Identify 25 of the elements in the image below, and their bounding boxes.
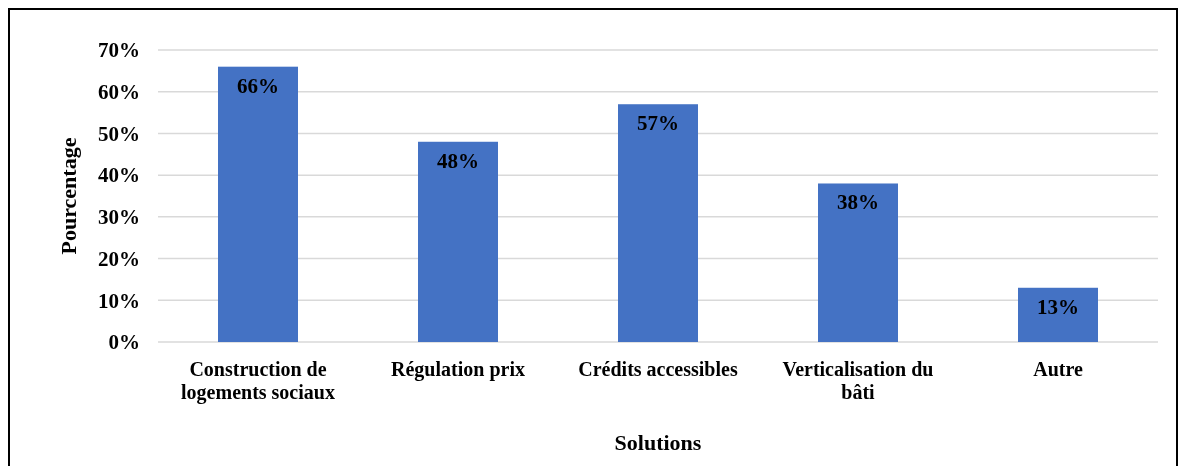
x-axis-title: Solutions bbox=[614, 430, 702, 455]
y-tick-label: 60% bbox=[98, 80, 140, 105]
bar bbox=[1018, 287, 1098, 342]
bar bbox=[418, 141, 498, 342]
y-tick-label: 20% bbox=[98, 246, 140, 271]
x-tick-label: Verticalisation du bâti bbox=[782, 358, 934, 403]
data-label: 48% bbox=[437, 148, 479, 173]
data-label: 38% bbox=[837, 190, 879, 215]
x-tick-label: Régulation prix bbox=[391, 358, 525, 381]
bar bbox=[218, 66, 298, 342]
y-tick-label: 30% bbox=[98, 205, 140, 230]
data-label: 57% bbox=[637, 111, 679, 136]
x-tick-label: Construction de logements sociaux bbox=[181, 358, 335, 404]
y-tick-label: 10% bbox=[98, 288, 140, 313]
x-tick-label: Autre bbox=[1033, 358, 1083, 380]
y-tick-label: 40% bbox=[98, 163, 140, 188]
data-label: 66% bbox=[237, 73, 279, 98]
y-tick-label: 50% bbox=[98, 121, 140, 146]
bar bbox=[818, 183, 898, 342]
data-label: 13% bbox=[1037, 294, 1079, 319]
y-axis-title: Pourcentage bbox=[56, 137, 81, 255]
bar bbox=[618, 104, 698, 342]
x-tick-label: Crédits accessibles bbox=[578, 358, 738, 380]
y-tick-label: 70% bbox=[98, 38, 140, 63]
y-tick-label: 0% bbox=[108, 330, 140, 355]
